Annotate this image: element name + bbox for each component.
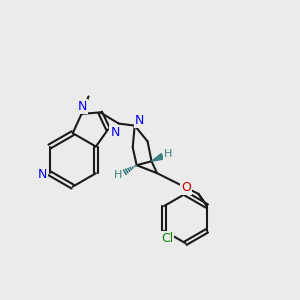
Text: Cl: Cl xyxy=(161,232,173,245)
Text: H: H xyxy=(164,149,172,159)
Text: N: N xyxy=(78,100,87,113)
Text: N: N xyxy=(135,114,144,127)
Text: N: N xyxy=(110,126,120,139)
Text: O: O xyxy=(181,181,190,194)
Polygon shape xyxy=(152,154,164,161)
Text: N: N xyxy=(38,168,47,181)
Text: H: H xyxy=(114,170,122,180)
